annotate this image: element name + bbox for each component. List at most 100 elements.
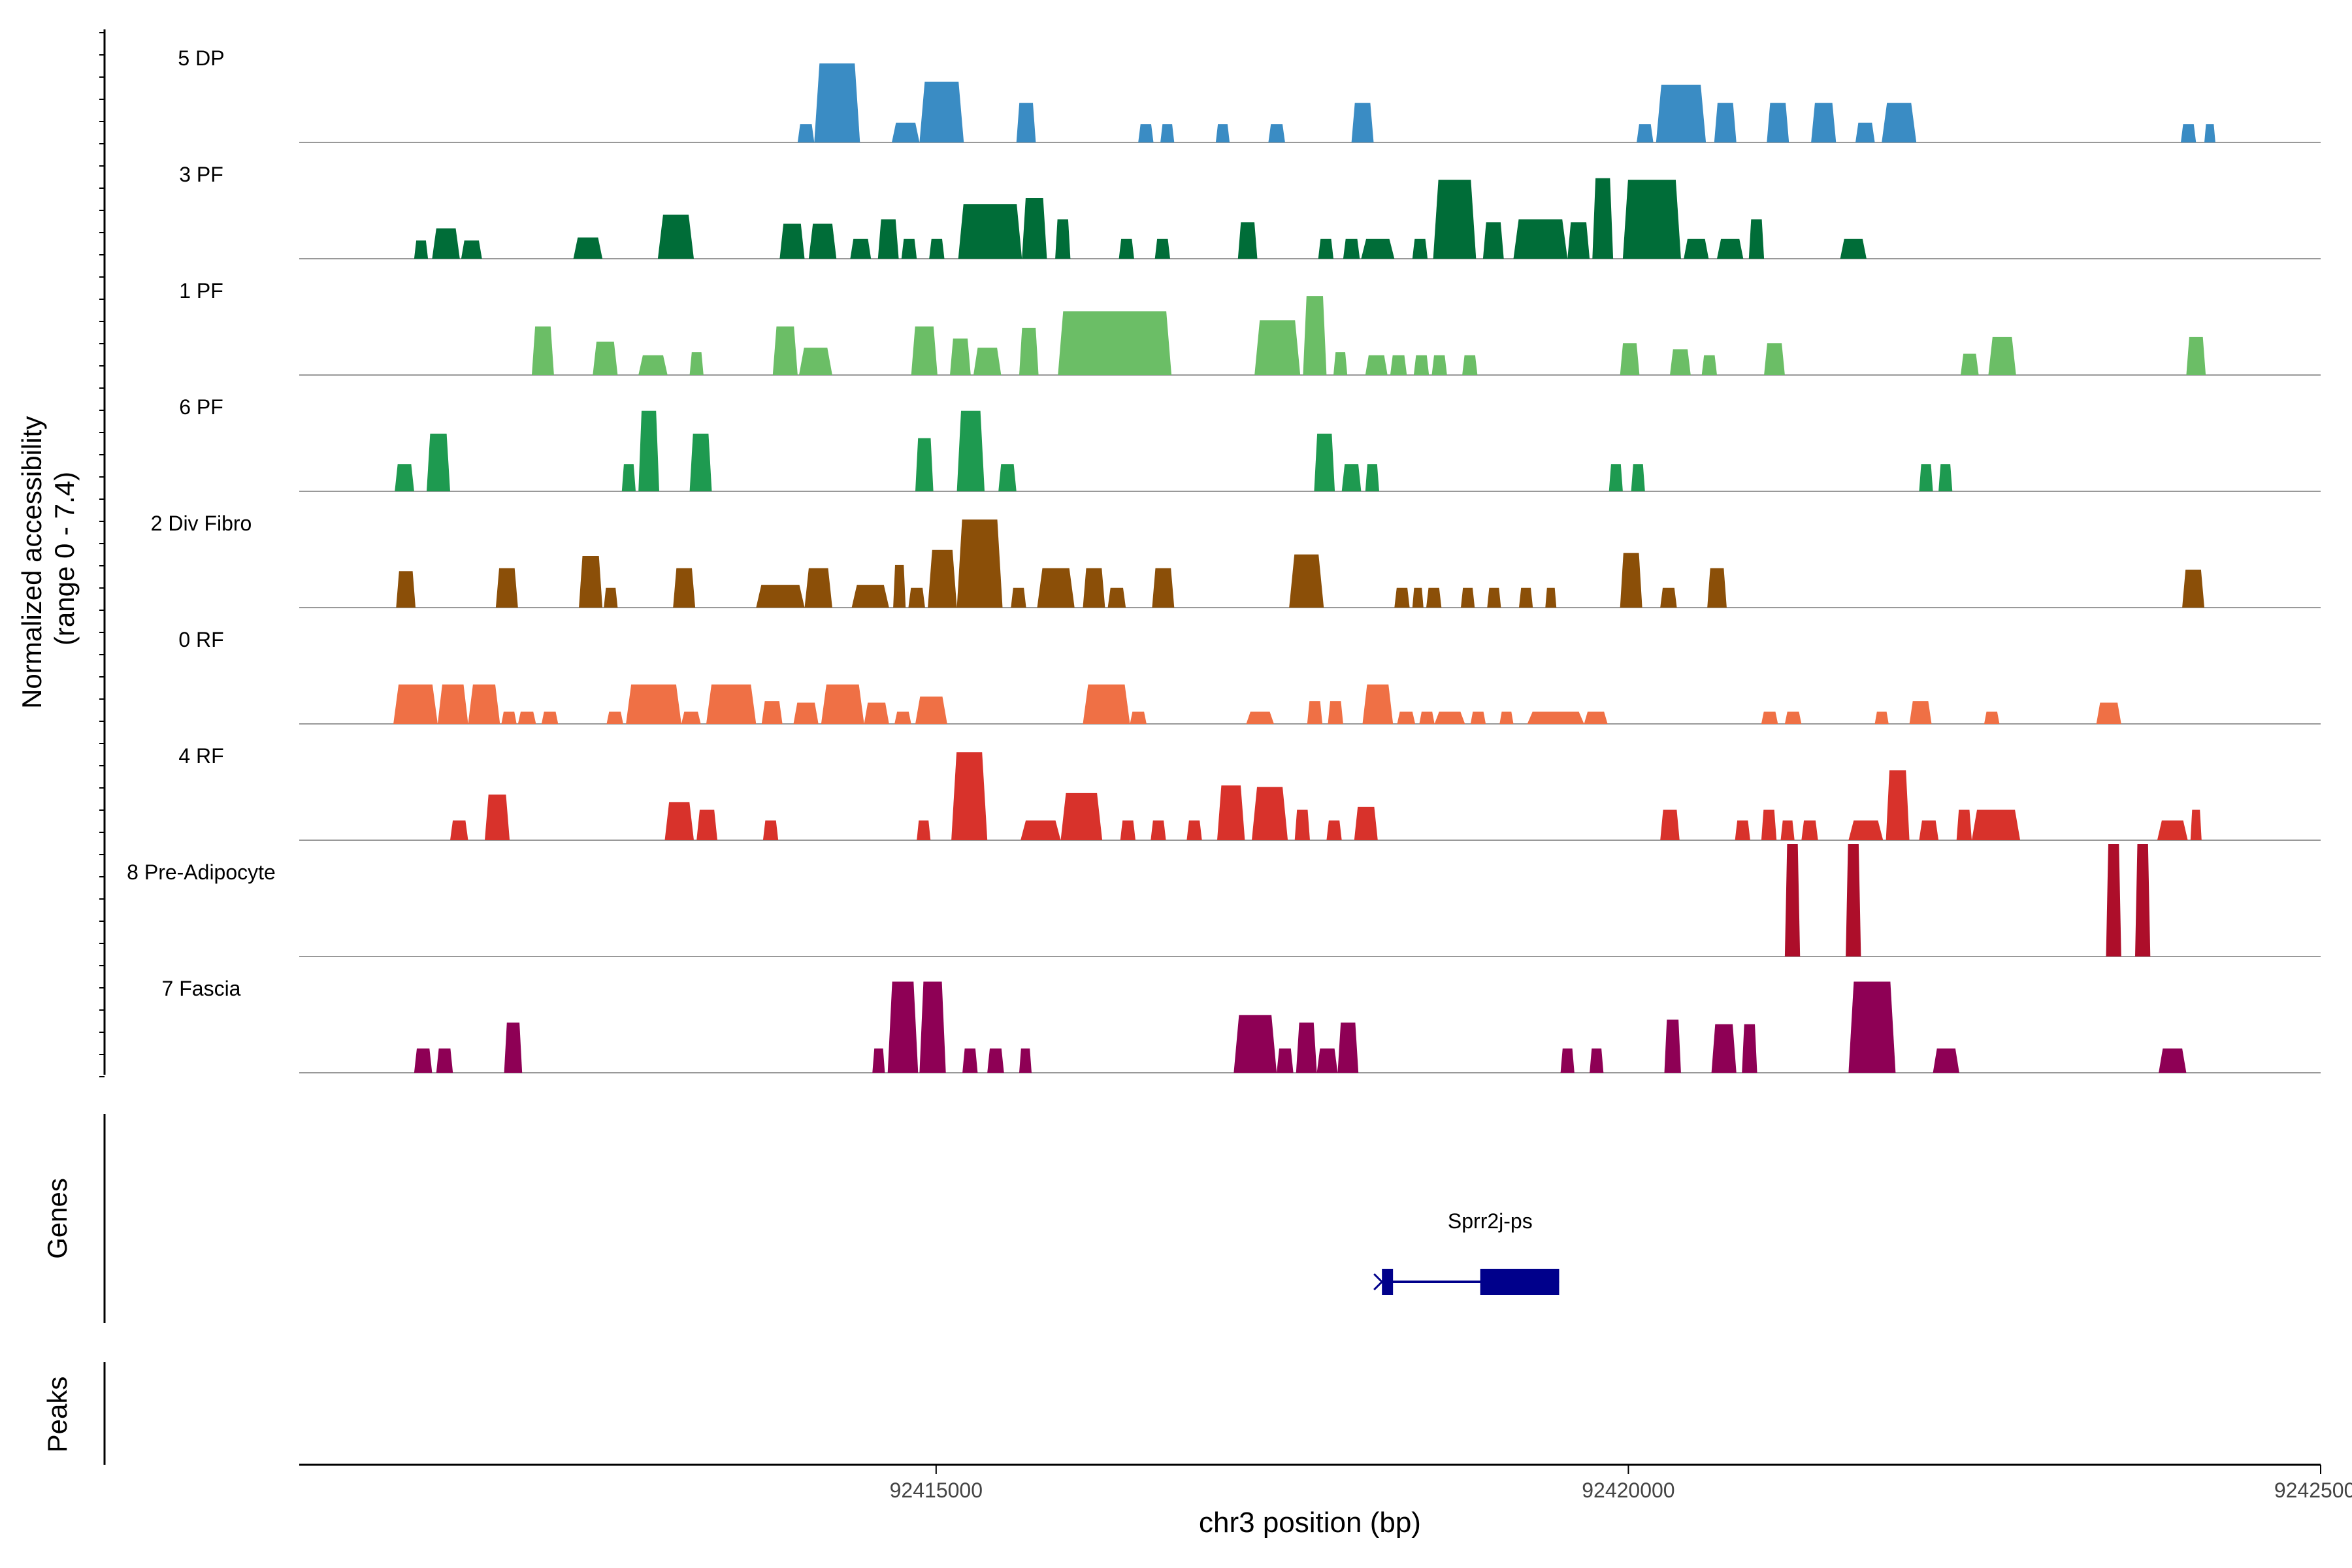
coverage-peak [1701,355,1717,375]
x-tick-label: 92420000 [1582,1478,1674,1502]
peaks-label: Peaks [42,1377,73,1453]
coverage-peak [1326,820,1342,840]
coverage-peak [1717,238,1744,259]
coverage-peak [1767,103,1789,142]
coverage-peak [1811,103,1837,142]
coverage-peak [1120,820,1135,840]
coverage-peak [772,326,798,375]
coverage-peak [1037,568,1075,608]
track-label: 5 DP [178,46,224,70]
coverage-peak [1609,464,1623,491]
coverage-peak [1337,1022,1359,1073]
coverage-peak [2186,336,2206,375]
coverage-peak [1354,806,1378,840]
coverage-peak [626,684,681,724]
coverage-peak [1560,1048,1575,1073]
coverage-peak [1314,433,1335,491]
coverage-peak [664,802,694,840]
coverage-peak [962,1048,978,1073]
coverage-peak [681,711,701,724]
coverage-peak [1252,787,1288,840]
track-4-rf: 4 RF [178,744,2321,841]
coverage-peak [1083,568,1105,608]
track-7-fascia: 7 Fascia [162,977,2321,1073]
track-8-pre-adipocyte: 8 Pre-Adipocyte [127,844,2321,957]
gene-exon [1382,1269,1394,1295]
track-label: 8 Pre-Adipocyte [127,860,276,884]
coverage-peak [1519,587,1533,608]
coverage-peak [950,338,971,375]
coverage-peak [1019,327,1039,375]
coverage-peak [532,326,554,375]
coverage-peak [517,711,536,724]
coverage-peak [951,752,988,840]
coverage-peak [468,684,500,724]
coverage-peak [2204,124,2215,142]
coverage-peak [437,684,468,724]
coverage-peak [2182,569,2204,608]
coverage-peak [1022,198,1047,259]
coverage-peak [894,711,911,724]
coverage-peak [621,464,636,491]
coverage-peak [2190,809,2202,840]
coverage-peak [1215,124,1230,142]
coverage-peak [1874,711,1889,724]
coverage-peak [779,223,805,259]
coverage-peak [1152,568,1175,608]
coverage-peak [1397,711,1416,724]
coverage-tracks: 5 DP 3 PF 1 PF 6 PF 2 Div Fibro 0 RF 4 RF 8 Pre… [127,46,2321,1073]
x-axis-label: chr3 position (bp) [1199,1507,1421,1539]
coverage-peak [579,556,603,608]
coverage-peak [1684,238,1709,259]
coverage-peak [919,981,946,1073]
coverage-peak [1316,1048,1338,1073]
coverage-peak [1083,684,1130,724]
coverage-peak [1390,355,1407,375]
x-axis-ticks: 92415000 92420000 92425000 [890,1465,2352,1502]
coverage-peak [1784,711,1802,724]
coverage-peak [797,124,815,142]
gene-strand-arrow [1373,1273,1384,1291]
coverage-peak [1622,180,1681,259]
coverage-peak [1462,355,1478,375]
coverage-peak [504,1022,523,1073]
coverage-peak [1060,792,1103,840]
gene-label: Sprr2j-ps [1448,1209,1533,1233]
coverage-peak [762,820,779,840]
coverage-peak [1855,122,1875,142]
coverage-peak [756,585,805,608]
coverage-peak [638,355,668,375]
y-axis-ticks [99,32,105,1077]
coverage-peak [1021,820,1061,840]
track-label: 3 PF [179,163,223,186]
x-tick-label: 92425000 [2274,1478,2352,1502]
coverage-peak [573,237,603,259]
coverage-peak [1011,587,1026,608]
coverage-peak [917,820,931,840]
coverage-peak [1461,587,1475,608]
x-tick-label: 92415000 [890,1478,983,1502]
coverage-peak [1527,711,1584,724]
coverage-peak [1840,238,1867,259]
coverage-peak [1620,343,1640,375]
coverage-peak [1246,711,1274,724]
coverage-peak [973,348,1002,375]
coverage-peak [1016,103,1036,142]
coverage-peak [1107,587,1126,608]
coverage-peak [1470,711,1486,724]
coverage-peak [851,585,889,608]
coverage-peak [1711,1024,1737,1073]
coverage-peak [485,794,510,840]
y-axis-label: Normalized accessibility (range 0 - 7.4) [16,408,80,709]
y-axis-label-line2: (range 0 - 7.4) [49,472,80,645]
coverage-peak [901,238,917,259]
coverage-peak [929,238,945,259]
coverage-peak [1848,820,1884,840]
coverage-peak [1233,1015,1277,1073]
coverage-peak [1748,219,1765,259]
gene-track: Sprr2j-ps [1373,1209,1560,1295]
coverage-peak [1277,1048,1294,1073]
coverage-peak [1482,222,1504,259]
coverage-peak [696,809,717,840]
coverage-peak [450,820,468,840]
